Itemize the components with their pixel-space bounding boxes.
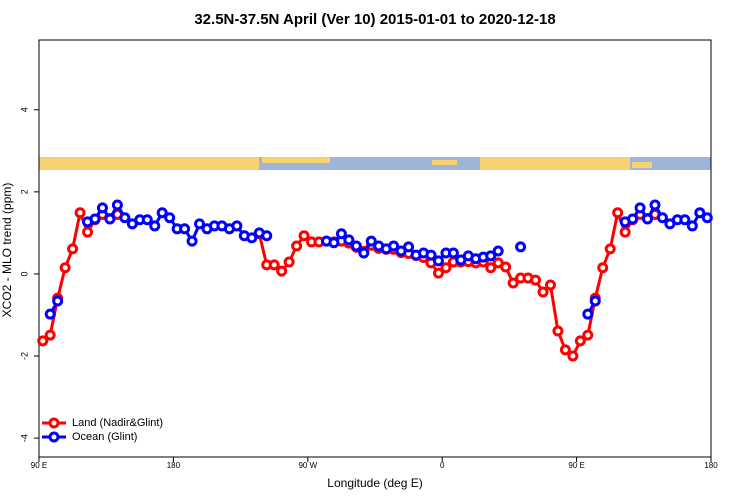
data-point bbox=[276, 265, 288, 277]
data-point bbox=[335, 228, 347, 240]
data-point bbox=[544, 279, 556, 291]
data-point bbox=[440, 262, 452, 274]
data-point bbox=[582, 329, 594, 341]
data-point bbox=[343, 234, 355, 246]
y-tick-label: 2 bbox=[19, 189, 29, 194]
data-point bbox=[649, 199, 661, 211]
data-point bbox=[679, 214, 691, 226]
data-point bbox=[119, 212, 131, 224]
data-point bbox=[619, 226, 631, 238]
data-point bbox=[268, 259, 280, 271]
data-point bbox=[52, 295, 64, 307]
data-point bbox=[552, 325, 564, 337]
data-point bbox=[701, 212, 713, 224]
plot-frame bbox=[38, 39, 712, 458]
y-tick-label: 0 bbox=[19, 271, 29, 276]
data-point bbox=[194, 218, 206, 230]
data-point bbox=[179, 223, 191, 235]
data-point bbox=[432, 255, 444, 267]
data-point bbox=[492, 245, 504, 257]
y-tick-label: 4 bbox=[19, 107, 29, 112]
series-line bbox=[41, 207, 656, 359]
legend-label: Land (Nadir&Glint) bbox=[72, 417, 163, 429]
data-point bbox=[104, 213, 116, 225]
data-point bbox=[589, 295, 601, 307]
data-point bbox=[694, 207, 706, 219]
x-tick-label: 90 W bbox=[298, 461, 317, 470]
data-point bbox=[82, 226, 94, 238]
data-point bbox=[388, 240, 400, 252]
data-point bbox=[44, 329, 56, 341]
data-point bbox=[403, 241, 415, 253]
y-axis-label: XCO2 - MLO trend (ppm) bbox=[0, 183, 14, 318]
x-tick-label: 0 bbox=[440, 461, 445, 470]
data-point bbox=[298, 230, 310, 242]
x-axis-label: Longitude (deg E) bbox=[327, 476, 422, 490]
data-point bbox=[44, 308, 56, 320]
chart-title: 32.5N-37.5N April (Ver 10) 2015-01-01 to… bbox=[194, 11, 555, 28]
data-point bbox=[149, 220, 161, 232]
data-point bbox=[634, 202, 646, 214]
data-point bbox=[500, 261, 512, 273]
data-point bbox=[59, 262, 71, 274]
data-point bbox=[507, 277, 519, 289]
data-point bbox=[96, 202, 108, 214]
data-point bbox=[425, 249, 437, 261]
data-point bbox=[582, 308, 594, 320]
data-point bbox=[537, 286, 549, 298]
data-point bbox=[627, 213, 639, 225]
data-point bbox=[111, 199, 123, 211]
y-tick-label: -2 bbox=[19, 352, 29, 360]
data-point bbox=[231, 220, 243, 232]
data-point bbox=[432, 267, 444, 279]
data-point bbox=[686, 220, 698, 232]
data-point bbox=[291, 240, 303, 252]
land-sea-strip bbox=[39, 157, 711, 170]
data-point bbox=[642, 213, 654, 225]
data-point bbox=[89, 213, 101, 225]
data-point bbox=[156, 207, 168, 219]
data-point bbox=[485, 250, 497, 262]
legend-marker bbox=[48, 431, 60, 443]
data-point bbox=[37, 335, 49, 347]
data-point bbox=[597, 262, 609, 274]
data-point bbox=[530, 274, 542, 286]
data-point bbox=[365, 235, 377, 247]
data-point bbox=[574, 335, 586, 347]
data-point bbox=[246, 232, 258, 244]
x-tick-label: 180 bbox=[704, 461, 718, 470]
data-point bbox=[141, 214, 153, 226]
x-tick-label: 180 bbox=[167, 461, 181, 470]
data-point bbox=[74, 207, 86, 219]
data-point bbox=[67, 243, 79, 255]
data-point bbox=[567, 350, 579, 362]
legend-label: Ocean (Glint) bbox=[72, 431, 137, 443]
data-point bbox=[656, 212, 668, 224]
data-point bbox=[604, 243, 616, 255]
data-point bbox=[283, 256, 295, 268]
data-point bbox=[612, 207, 624, 219]
data-point bbox=[164, 212, 176, 224]
data-point bbox=[485, 262, 497, 274]
legend-marker bbox=[48, 417, 60, 429]
x-tick-label: 90 E bbox=[568, 461, 584, 470]
x-tick-label: 90 E bbox=[31, 461, 47, 470]
data-point bbox=[350, 240, 362, 252]
data-point bbox=[559, 344, 571, 356]
data-point bbox=[515, 241, 527, 253]
data-point bbox=[186, 235, 198, 247]
data-point bbox=[358, 247, 370, 259]
data-point bbox=[447, 247, 459, 259]
data-point bbox=[261, 230, 273, 242]
data-point bbox=[328, 237, 340, 249]
y-tick-label: -4 bbox=[19, 434, 29, 442]
